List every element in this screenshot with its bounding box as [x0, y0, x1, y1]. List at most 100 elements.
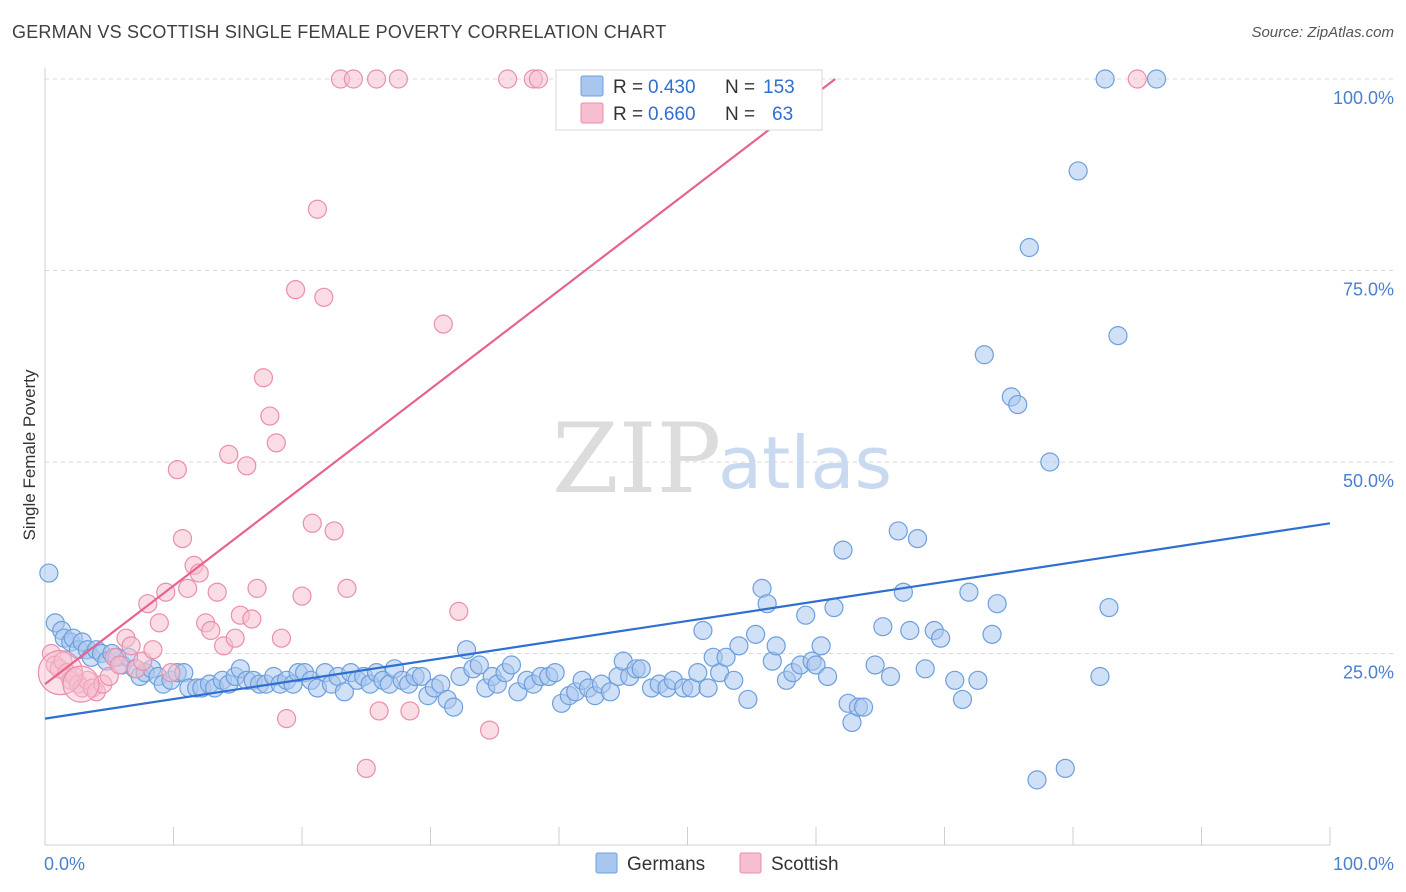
point-scottish-60 [366, 69, 387, 89]
legend-germans-r-value: 0.430 [648, 77, 696, 98]
point-germans-124 [824, 597, 844, 618]
point-germans-115 [766, 636, 786, 656]
point-germans-156 [1108, 326, 1128, 346]
legend-germans-swatch [580, 75, 604, 97]
point-scottish-57 [480, 720, 500, 740]
watermark-atlas: atlas [718, 421, 892, 505]
point-scottish-40 [253, 368, 274, 388]
point-germans-129 [853, 697, 874, 717]
bottom-legend-germans-label: Germans [627, 854, 705, 875]
point-germans-95 [631, 659, 651, 679]
point-germans-76 [501, 655, 522, 675]
point-germans-67 [444, 697, 464, 717]
y-tick-label-2: 75.0% [1343, 280, 1394, 300]
point-scottish-49 [314, 287, 334, 307]
point-scottish-27 [178, 578, 198, 598]
point-scottish-47 [302, 513, 322, 533]
point-scottish-31 [201, 620, 221, 641]
point-germans-110 [738, 689, 758, 710]
source-credit: Source: ZipAtlas.com [1251, 24, 1394, 41]
point-scottish-50 [324, 521, 344, 541]
point-scottish-38 [242, 609, 262, 629]
point-scottish-53 [369, 701, 389, 721]
point-germans-134 [893, 582, 913, 602]
legend-scottish-r-label: R = [613, 104, 643, 125]
point-germans-145 [982, 624, 1002, 644]
point-scottish-44 [276, 709, 297, 729]
point-germans-111 [746, 624, 766, 644]
chart-title: GERMAN VS SCOTTISH SINGLE FEMALE POVERTY… [12, 22, 667, 42]
point-germans-122 [811, 636, 831, 656]
point-germans-90 [600, 682, 621, 702]
point-scottish-46 [292, 586, 312, 606]
point-scottish-64 [528, 69, 549, 89]
legend-scottish-n-label: N = [725, 104, 755, 125]
point-germans-108 [724, 670, 744, 690]
y-tick-label-0: 25.0% [1343, 663, 1394, 683]
point-germans-82 [545, 663, 565, 683]
point-germans-143 [968, 670, 988, 690]
point-germans-151 [1040, 452, 1060, 472]
point-germans-154 [1090, 666, 1110, 687]
point-scottish-35 [225, 628, 245, 648]
bottom-legend-scottish-label: Scottish [771, 854, 839, 875]
bottom-legend-germans-swatch [595, 852, 618, 874]
point-germans-131 [873, 617, 893, 637]
point-germans-0 [39, 563, 59, 583]
series-legend: Germans Scottish [595, 852, 839, 875]
point-germans-133 [888, 521, 908, 541]
x-tick-label-max: 100.0% [1333, 854, 1394, 874]
tick-labels: 25.0% 50.0% 75.0% 100.0% 0.0% 100.0% [44, 88, 1394, 874]
point-germans-50 [334, 682, 355, 702]
legend-scottish-swatch [580, 102, 604, 124]
point-scottish-55 [433, 314, 453, 334]
point-germans-153 [1068, 161, 1088, 181]
bottom-legend-scottish-swatch [739, 852, 762, 874]
point-scottish-42 [266, 433, 286, 453]
x-tick-label-min: 0.0% [44, 854, 85, 874]
point-scottish-54 [400, 701, 420, 721]
point-scottish-56 [449, 601, 469, 621]
point-scottish-43 [271, 628, 292, 648]
point-scottish-15 [109, 655, 130, 675]
point-germans-123 [817, 666, 838, 687]
point-scottish-61 [388, 69, 408, 89]
point-germans-148 [1008, 394, 1028, 415]
axes [44, 68, 1331, 846]
point-scottish-45 [285, 280, 306, 300]
point-germans-157 [1095, 69, 1115, 89]
point-germans-139 [931, 628, 951, 648]
point-germans-135 [900, 620, 920, 641]
y-tick-label-3: 100.0% [1333, 88, 1394, 108]
point-germans-137 [915, 659, 935, 679]
point-germans-132 [880, 666, 901, 687]
y-axis-label: Single Female Poverty [20, 369, 39, 541]
legend-germans-r-label: R = [613, 77, 643, 98]
point-germans-107 [716, 647, 736, 667]
point-germans-136 [907, 528, 928, 549]
point-germans-150 [1027, 770, 1047, 790]
legend-germans-n-label: N = [725, 77, 755, 98]
point-scottish-22 [149, 613, 169, 633]
point-germans-146 [987, 594, 1007, 614]
y-tick-label-1: 50.0% [1343, 471, 1394, 491]
point-germans-125 [833, 540, 853, 560]
point-germans-102 [688, 663, 708, 683]
point-germans-152 [1055, 758, 1075, 779]
point-germans-109 [729, 636, 749, 656]
legend-scottish-n-value: 63 [772, 104, 793, 125]
point-scottish-41 [260, 406, 280, 426]
point-scottish-39 [247, 578, 267, 598]
trend-lines [44, 78, 1331, 720]
legend-germans-n-value: 153 [763, 77, 795, 98]
point-scottish-32 [207, 582, 227, 602]
point-scottish-25 [167, 460, 187, 480]
point-germans-119 [796, 605, 816, 625]
point-scottish-62 [498, 69, 518, 89]
point-scottish-26 [172, 528, 193, 549]
point-scottish-34 [219, 444, 239, 464]
point-germans-104 [698, 678, 718, 698]
point-germans-130 [865, 655, 885, 675]
watermark-zip: ZIP [552, 403, 721, 515]
